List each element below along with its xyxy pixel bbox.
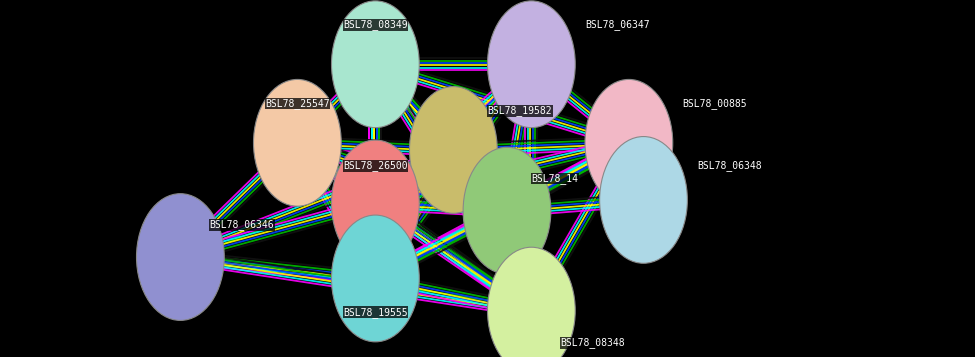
Ellipse shape <box>332 215 419 342</box>
Text: BSL78_06346: BSL78_06346 <box>210 220 274 230</box>
Text: BSL78_26500: BSL78_26500 <box>343 161 408 171</box>
Text: BSL78_19582: BSL78_19582 <box>488 105 552 116</box>
Text: BSL78_14: BSL78_14 <box>531 173 578 184</box>
Text: BSL78_25547: BSL78_25547 <box>265 98 330 109</box>
Text: BSL78_00885: BSL78_00885 <box>682 98 747 109</box>
Ellipse shape <box>463 147 551 274</box>
Ellipse shape <box>585 79 673 206</box>
Text: BSL78_19555: BSL78_19555 <box>343 307 408 318</box>
Ellipse shape <box>136 193 224 321</box>
Ellipse shape <box>600 136 687 263</box>
Ellipse shape <box>488 247 575 357</box>
Text: BSL78_06348: BSL78_06348 <box>697 161 761 171</box>
Ellipse shape <box>410 86 497 213</box>
Ellipse shape <box>254 79 341 206</box>
Text: BSL78_06347: BSL78_06347 <box>585 20 649 30</box>
Text: BSL78_08349: BSL78_08349 <box>343 20 408 30</box>
Text: BSL78_08348: BSL78_08348 <box>561 337 625 348</box>
Ellipse shape <box>332 1 419 128</box>
Ellipse shape <box>488 1 575 128</box>
Ellipse shape <box>332 140 419 267</box>
